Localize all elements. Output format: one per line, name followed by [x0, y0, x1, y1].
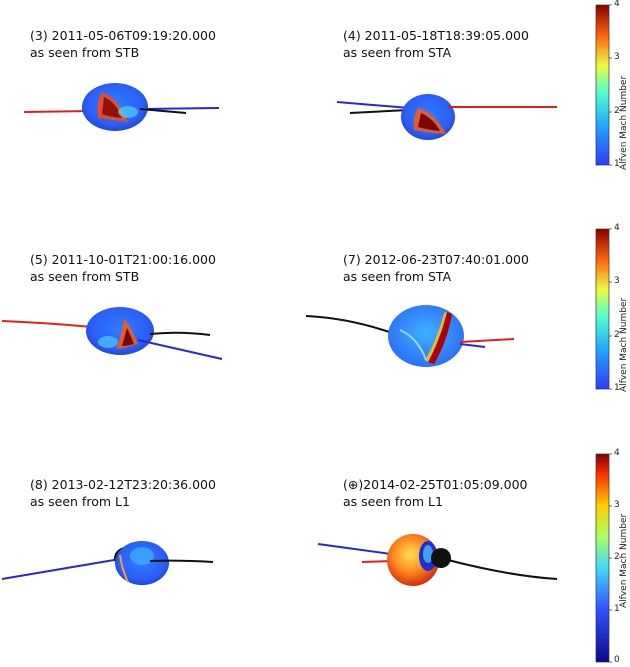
blue-trajectory [317, 543, 399, 556]
cyan-band [118, 106, 138, 118]
panel-8-view: as seen from L1 [30, 494, 130, 509]
panel-7-label: (7) 2012-06-23T07:40:01.000 as seen from… [343, 251, 529, 285]
warm-region [102, 97, 122, 118]
red-trajectory [1, 320, 93, 328]
cyan-patch [98, 336, 118, 348]
panel-5-date: (5) 2011-10-01T21:00:16.000 [30, 252, 216, 267]
colorbar-3-tick: 3 [614, 500, 620, 510]
colorbar-2-title: Alfven Mach Number [619, 297, 629, 392]
panel-earth-date: (⊕)2014-02-25T01:05:09.000 [343, 477, 528, 492]
blue-trajectory [139, 107, 220, 110]
colorbar-2-tick: 3 [614, 276, 620, 286]
colorbar-3-tick: 2 [614, 552, 620, 562]
earth-shadow [431, 548, 451, 568]
colorbar-3-tick: 0 [614, 655, 620, 665]
panel-7-view: as seen from STA [343, 269, 452, 284]
panel-earth-label: (⊕)2014-02-25T01:05:09.000 as seen from … [343, 476, 527, 510]
core-streak [122, 328, 134, 346]
panel-7-date: (7) 2012-06-23T07:40:01.000 [343, 252, 529, 267]
edge-highlight [119, 554, 129, 583]
panel-4-scene [336, 94, 557, 140]
panel-8-label: (8) 2013-02-12T23:20:36.000 as seen from… [30, 476, 216, 510]
panel-4-view: as seen from STA [343, 45, 452, 60]
black-trajectory [447, 559, 558, 580]
colorbar-1-tick: 1 [614, 159, 620, 169]
blue-trajectory [336, 101, 411, 109]
shock-band [428, 312, 452, 364]
black-trajectory [349, 109, 409, 114]
light-patch [130, 547, 154, 565]
blue-trajectory [137, 339, 223, 360]
blue-trajectory [1, 558, 121, 580]
cool-patch-inner [423, 545, 433, 563]
colorbar-ticks [609, 4, 612, 663]
colorbar-3-tick: 1 [614, 604, 620, 614]
panel-3-scene [23, 83, 220, 131]
black-trajectory [139, 108, 187, 114]
panel-3-view: as seen from STB [30, 45, 140, 60]
panel-5-label: (5) 2011-10-01T21:00:16.000 as seen from… [30, 251, 216, 285]
red-trajectory [23, 110, 93, 113]
colorbar-3-tick: 4 [614, 448, 620, 458]
panel-earth-scene [317, 534, 558, 586]
colorbar-2-tick: 1 [614, 383, 620, 393]
panel-8-scene [1, 541, 214, 585]
colorbar-1-tick: 2 [614, 106, 620, 116]
colorbar-1-tick: 3 [614, 52, 620, 62]
panel-earth-view: as seen from L1 [343, 494, 443, 509]
blue-trajectory [459, 343, 486, 348]
panel-4-label: (4) 2011-05-18T18:39:05.000 as seen from… [343, 27, 529, 61]
panel-3-date: (3) 2011-05-06T09:19:20.000 [30, 28, 216, 43]
black-trajectory [305, 315, 396, 335]
colorbar-2-tick: 4 [614, 223, 620, 233]
panel-5-scene [1, 307, 223, 360]
panel-3-label: (3) 2011-05-06T09:19:20.000 as seen from… [30, 27, 216, 61]
colorbar-3 [595, 453, 610, 663]
colorbar-2 [595, 228, 610, 390]
colorbar-2-tick: 2 [614, 330, 620, 340]
panel-4-date: (4) 2011-05-18T18:39:05.000 [343, 28, 529, 43]
red-trajectory [459, 338, 515, 343]
colorbar-1 [595, 4, 610, 166]
colorbar-1-tick: 4 [614, 0, 620, 9]
panel-5-view: as seen from STB [30, 269, 140, 284]
colorbar-3-title: Alfven Mach Number [619, 513, 629, 608]
colorbar-1-title: Alfven Mach Number [619, 75, 629, 170]
black-trajectory [149, 331, 211, 336]
panel-7-scene [305, 305, 515, 367]
shock-band-edge [425, 312, 447, 362]
pale-arc [399, 329, 427, 361]
black-trajectory [149, 559, 214, 563]
panel-8-date: (8) 2013-02-12T23:20:36.000 [30, 477, 216, 492]
core-region [418, 113, 440, 131]
